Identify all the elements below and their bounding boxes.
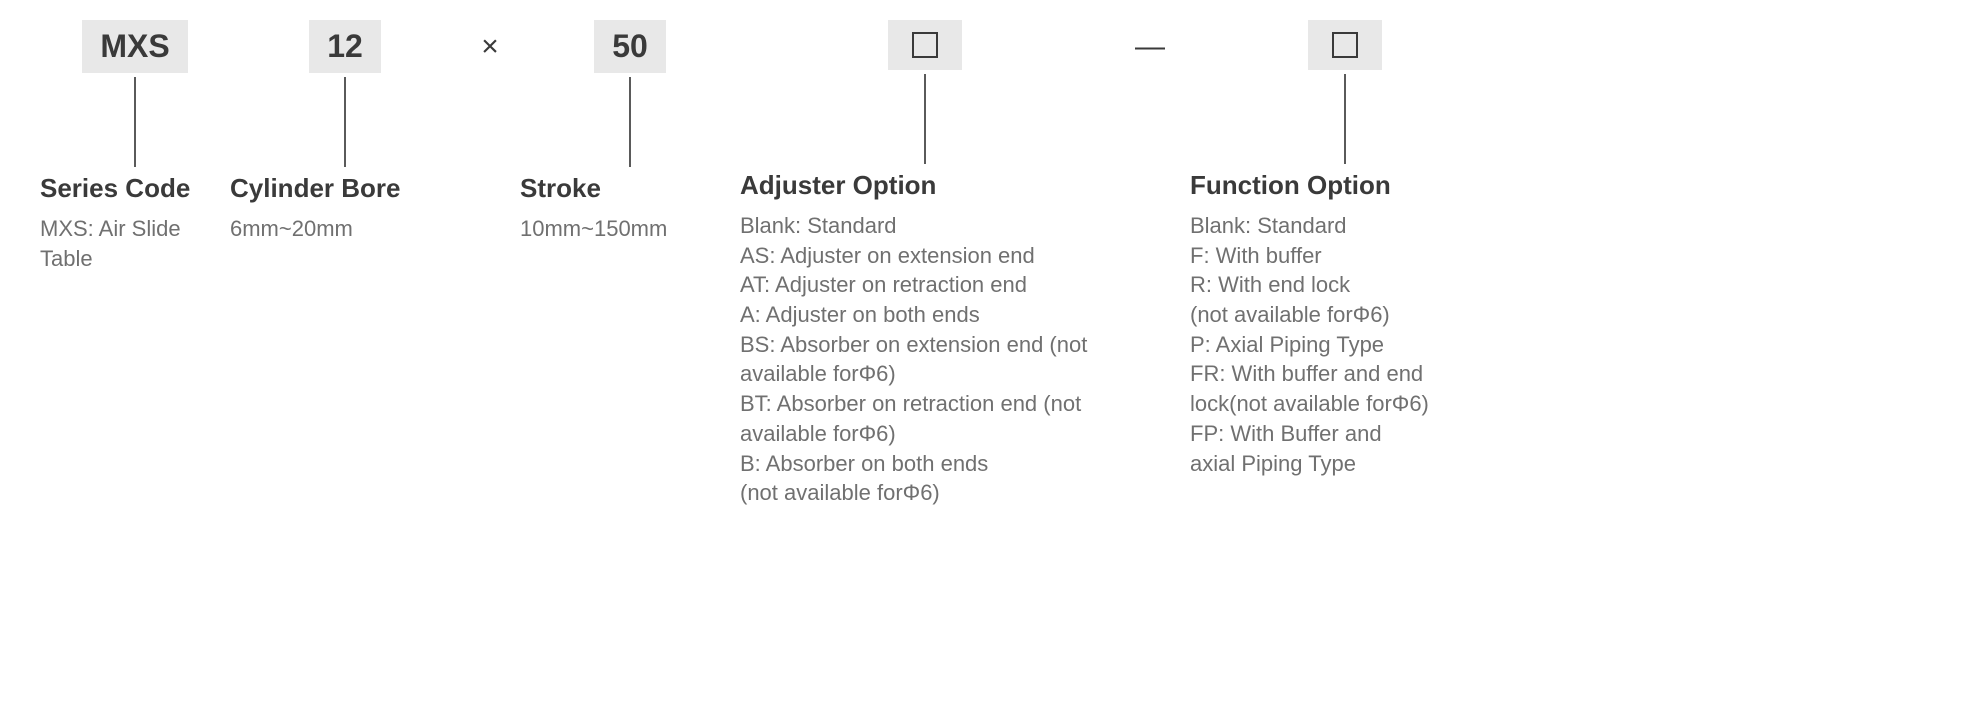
columns-row: MXS Series Code MXS: Air Slide Table 12 … <box>40 20 1929 508</box>
box-holder: 12 <box>230 20 460 73</box>
dash-symbol: — <box>1119 30 1181 64</box>
function-heading: Function Option <box>1190 170 1500 201</box>
function-code-box <box>1308 20 1382 70</box>
series-desc: MXS: Air Slide Table <box>40 214 230 273</box>
connector-wrap <box>1190 70 1500 170</box>
adjuster-desc: Blank: StandardAS: Adjuster on extension… <box>740 211 1110 508</box>
text-block: Function Option Blank: StandardF: With b… <box>1190 170 1500 478</box>
series-code-box: MXS <box>82 20 187 73</box>
adjuster-code-box <box>888 20 962 70</box>
text-block: Series Code MXS: Air Slide Table <box>40 173 230 273</box>
bore-heading: Cylinder Bore <box>230 173 460 204</box>
stroke-heading: Stroke <box>520 173 740 204</box>
multiply-symbol: × <box>465 30 515 64</box>
connector-line <box>134 77 136 167</box>
separator-dash: — <box>1110 20 1190 74</box>
stroke-desc: 10mm~150mm <box>520 214 740 244</box>
connector-wrap <box>740 70 1110 170</box>
ordering-code-diagram: MXS Series Code MXS: Air Slide Table 12 … <box>40 20 1929 508</box>
segment-adjuster: Adjuster Option Blank: StandardAS: Adjus… <box>740 20 1110 508</box>
connector-wrap <box>520 73 740 173</box>
series-heading: Series Code <box>40 173 230 204</box>
box-holder <box>1190 20 1500 70</box>
placeholder-square-icon <box>1332 32 1358 58</box>
segment-function: Function Option Blank: StandardF: With b… <box>1190 20 1500 478</box>
stroke-code-box: 50 <box>594 20 666 73</box>
text-block: Adjuster Option Blank: StandardAS: Adjus… <box>740 170 1110 508</box>
separator-multiply: × <box>460 20 520 74</box>
bore-code-box: 12 <box>309 20 381 73</box>
connector-line <box>344 77 346 167</box>
text-block: Stroke 10mm~150mm <box>520 173 740 244</box>
box-holder: 50 <box>520 20 740 73</box>
sep-holder: × <box>460 20 520 74</box>
connector-line <box>1344 74 1346 164</box>
sep-holder: — <box>1110 20 1190 74</box>
segment-stroke: 50 Stroke 10mm~150mm <box>520 20 740 244</box>
connector-line <box>924 74 926 164</box>
connector-wrap <box>40 73 230 173</box>
connector-line <box>629 77 631 167</box>
connector-wrap <box>230 73 460 173</box>
text-block: Cylinder Bore 6mm~20mm <box>230 173 460 244</box>
function-desc: Blank: StandardF: With bufferR: With end… <box>1190 211 1500 478</box>
bore-desc: 6mm~20mm <box>230 214 460 244</box>
segment-series: MXS Series Code MXS: Air Slide Table <box>40 20 230 273</box>
adjuster-heading: Adjuster Option <box>740 170 1110 201</box>
placeholder-square-icon <box>912 32 938 58</box>
box-holder <box>740 20 1110 70</box>
box-holder: MXS <box>40 20 230 73</box>
segment-bore: 12 Cylinder Bore 6mm~20mm <box>230 20 460 244</box>
